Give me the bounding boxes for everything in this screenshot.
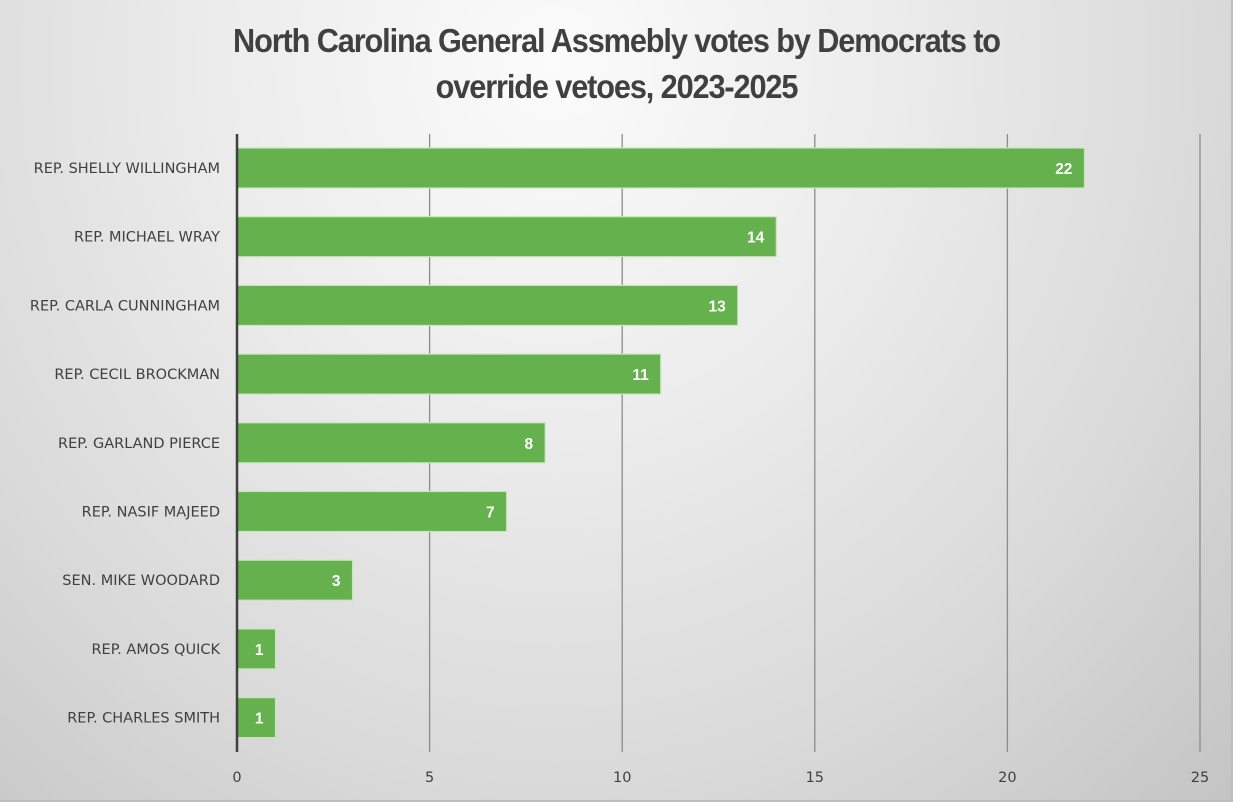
data-label: 11	[632, 367, 649, 384]
x-tick-label: 15	[806, 770, 824, 786]
bar	[236, 216, 777, 258]
category-label: REP. CHARLES SMITH	[67, 711, 220, 727]
category-label: REP. NASIF MAJEED	[82, 505, 220, 521]
category-label: REP. CECIL BROCKMAN	[54, 367, 220, 383]
bar	[236, 353, 662, 395]
category-label: REP. SHELLY WILLINGHAM	[34, 161, 220, 177]
chart-title-line-2: override vetoes, 2023-2025	[435, 68, 799, 105]
bar	[236, 559, 354, 601]
x-tick-label: 5	[425, 770, 434, 786]
x-tick-label: 25	[1191, 770, 1209, 786]
x-tick-label: 10	[613, 770, 631, 786]
data-label: 8	[525, 436, 534, 453]
chart-title: North Carolina General Assmebly votes by…	[43, 18, 1190, 110]
data-label: 22	[1055, 161, 1072, 178]
axes: 0 5 10 15 20 25 REP. SHELLY WILLINGHAM REP. MIC…	[30, 134, 1209, 786]
bar	[236, 147, 1086, 189]
x-tick-label: 0	[232, 770, 241, 786]
bar	[236, 422, 546, 464]
data-label: 7	[486, 505, 495, 522]
x-tick-label: 20	[998, 770, 1016, 786]
category-label: REP. GARLAND PIERCE	[58, 436, 220, 452]
data-label: 1	[255, 711, 264, 728]
bar	[236, 490, 508, 533]
data-label: 14	[747, 230, 765, 247]
chart-title-line-1: North Carolina General Assmebly votes by…	[233, 22, 1001, 59]
bar	[236, 284, 739, 326]
category-label: SEN. MIKE WOODARD	[62, 573, 220, 589]
category-label: REP. MICHAEL WRAY	[74, 230, 220, 246]
data-label: 3	[332, 573, 341, 590]
category-label: REP. AMOS QUICK	[91, 642, 220, 658]
category-label: REP. CARLA CUNNINGHAM	[30, 298, 220, 314]
data-label: 13	[709, 298, 727, 315]
data-label: 1	[255, 642, 264, 659]
bar	[236, 628, 277, 670]
